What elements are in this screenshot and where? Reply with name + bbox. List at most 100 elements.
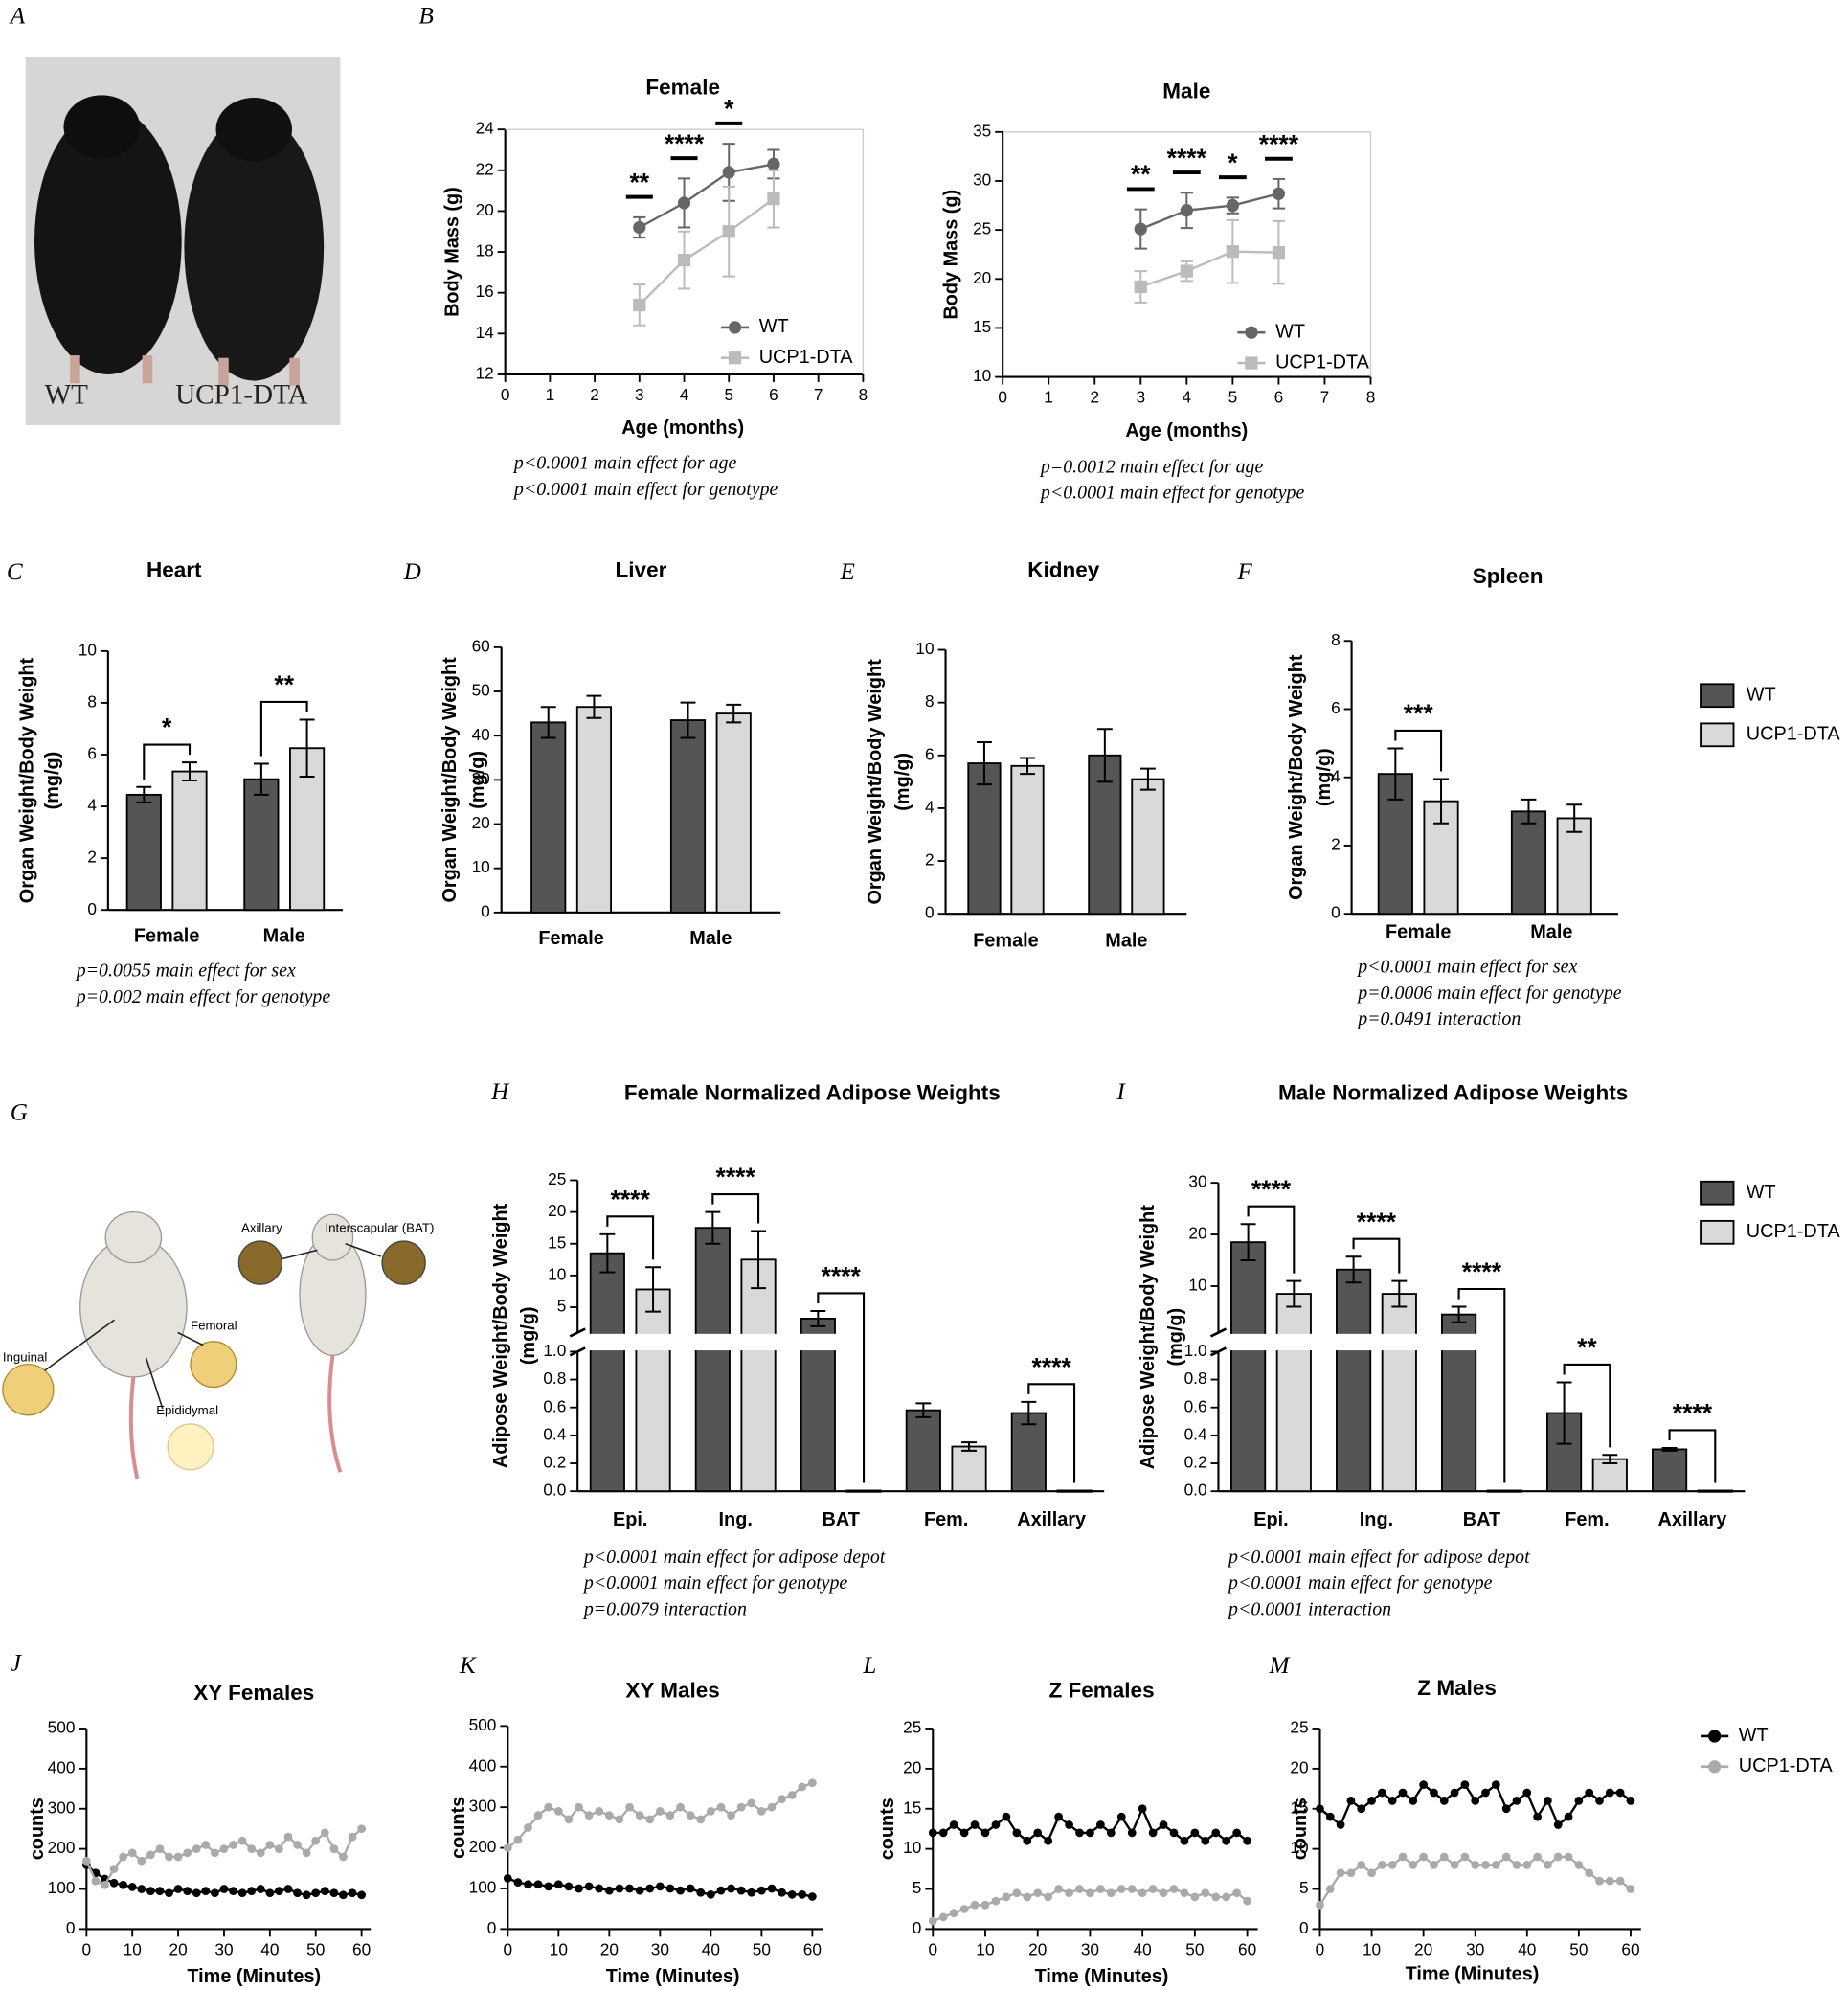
y-tick-label: 15 (548, 1232, 566, 1252)
marker (747, 1888, 756, 1897)
x-tick-label: 50 (1185, 1939, 1204, 1958)
chart-title: Spleen (1473, 564, 1544, 588)
y-tick-label: 0.0 (543, 1481, 566, 1500)
marker (655, 1807, 665, 1816)
marker (1096, 1820, 1105, 1829)
x-tick-label: 30 (214, 1939, 233, 1958)
marker (1409, 1797, 1418, 1805)
significance-label: **** (665, 129, 705, 158)
marker (119, 1852, 128, 1862)
note: p=0.0491 interaction (1356, 1008, 1521, 1029)
marker (1387, 1861, 1397, 1869)
bar (1591, 1458, 1628, 1493)
marker (1605, 1788, 1614, 1798)
panel-label: F (1236, 559, 1252, 585)
x-tick-label: BAT (823, 1509, 860, 1530)
bar (669, 719, 707, 914)
legend-swatch (1700, 1219, 1735, 1245)
marker (1346, 1797, 1356, 1805)
error-bar (1021, 1400, 1037, 1426)
marker (1222, 1836, 1231, 1845)
marker (1553, 1820, 1563, 1829)
marker (665, 1811, 675, 1820)
x-axis-label: Time (Minutes) (187, 1966, 321, 1987)
marker (584, 1811, 594, 1820)
marker (293, 1888, 302, 1898)
x-tick-label: 60 (803, 1939, 822, 1958)
y-tick-label: 0 (1299, 1918, 1309, 1937)
marker (1138, 1804, 1147, 1814)
y-axis-label: Organ Weight/Body Weight (865, 659, 886, 905)
significance-label: **** (1167, 144, 1207, 172)
x-tick-label: 0 (501, 385, 510, 404)
diagram-label: Epididymal (156, 1403, 218, 1417)
marker (677, 253, 691, 267)
bar (1510, 810, 1547, 916)
y-tick-label: 50 (472, 681, 490, 700)
marker (716, 1886, 726, 1895)
x-tick-label: Female (973, 931, 1038, 952)
marker (1626, 1797, 1635, 1805)
note: p<0.0001 main effect for sex (1356, 957, 1577, 978)
error-bar (1387, 747, 1404, 801)
marker (1159, 1820, 1168, 1829)
marker (1564, 1812, 1573, 1821)
marker (928, 1916, 937, 1926)
marker (1272, 246, 1286, 260)
marker (991, 1896, 1001, 1906)
marker (329, 1844, 339, 1854)
series-line (1139, 192, 1279, 231)
bracket-label: ** (1577, 1333, 1597, 1362)
y-tick-label: 40 (472, 725, 490, 744)
bar (1131, 778, 1165, 916)
marker (1357, 1804, 1366, 1814)
x-tick-label: 20 (169, 1939, 188, 1958)
marker (91, 1876, 101, 1886)
marker (1367, 1797, 1376, 1805)
x-tick-label: Female (1386, 921, 1451, 942)
diagram-label: Inguinal (3, 1350, 47, 1365)
marker (553, 1880, 563, 1889)
marker (1357, 1861, 1366, 1869)
x-tick-label: 40 (1518, 1939, 1536, 1958)
marker (1398, 1788, 1408, 1798)
marker (1065, 1820, 1073, 1829)
y-tick-label: 10 (548, 1264, 566, 1283)
axis-break (1209, 1327, 1228, 1357)
marker (320, 1828, 329, 1838)
chart-title: XY Males (625, 1679, 719, 1703)
x-tick-label: 10 (550, 1939, 568, 1958)
marker (1471, 1861, 1480, 1869)
axis-break (1207, 1333, 1746, 1351)
y-tick-label: 8 (87, 691, 97, 711)
x-tick-label: Fem. (924, 1509, 968, 1530)
marker (155, 1844, 165, 1854)
y-tick-label: 200 (469, 1837, 497, 1856)
marker (1450, 1788, 1459, 1798)
marker (949, 1820, 958, 1829)
y-tick-label: 100 (469, 1878, 497, 1897)
x-tick-label: 40 (260, 1939, 279, 1958)
y-tick-label: 0 (925, 903, 935, 922)
marker (173, 1852, 183, 1862)
marker (1512, 1861, 1521, 1869)
y-tick-label: 60 (472, 636, 490, 655)
marker (980, 1828, 990, 1838)
legend-label: UCP1-DTA (1747, 1221, 1841, 1242)
error-bar (299, 718, 315, 778)
x-tick-label: 60 (352, 1939, 371, 1958)
x-tick-label: 10 (1363, 1939, 1381, 1958)
panel-label: J (11, 1651, 23, 1677)
y-axis-label: (mg/g) (1314, 748, 1335, 806)
chart-title: Kidney (1027, 557, 1100, 581)
x-tick-label: 4 (680, 385, 689, 404)
y-tick-label: 0 (487, 1918, 497, 1937)
marker (1387, 1797, 1397, 1805)
bar (125, 793, 162, 912)
chart-title: Liver (616, 557, 667, 581)
x-tick-label: 50 (1569, 1939, 1588, 1958)
marker (928, 1828, 937, 1838)
marker (513, 1835, 523, 1844)
legend-swatch (1700, 683, 1735, 709)
